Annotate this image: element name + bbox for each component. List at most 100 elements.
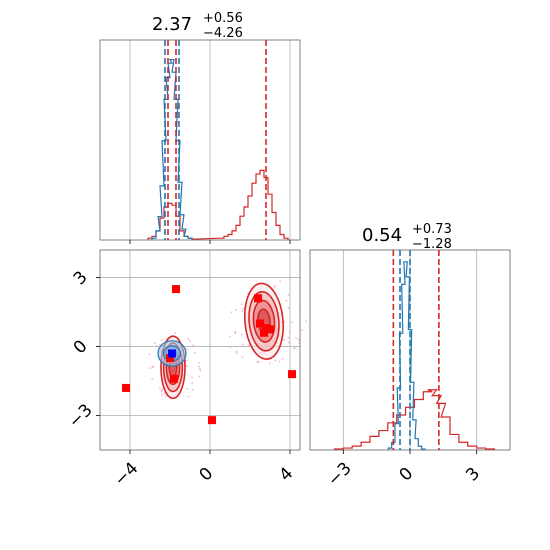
contour-sample-point — [149, 367, 152, 370]
contour-sample-point — [256, 361, 259, 363]
contour-sample-point — [230, 311, 233, 314]
hist-2-panel — [309, 249, 511, 454]
contour-sample-point — [160, 390, 163, 393]
hist-2-xtick-label-2: 3 — [462, 464, 484, 486]
contour-sample-point — [189, 340, 192, 343]
contour-sample-point — [235, 350, 238, 353]
contour-sample-point — [163, 392, 166, 395]
contour-sample-point — [229, 346, 232, 349]
hist-2-xtick-label-0: −3 — [324, 459, 356, 491]
contour-panel — [96, 249, 307, 454]
contour-sample-point — [164, 395, 167, 397]
contour-sample-point — [159, 343, 161, 346]
contour-red-marker-7 — [170, 374, 178, 383]
contour-sample-point — [191, 376, 193, 379]
contour-sample-point — [159, 387, 161, 390]
contour-sample-point — [278, 360, 281, 363]
contour-sample-point — [242, 343, 245, 346]
contour-red-marker-5 — [260, 328, 268, 337]
hist1-series-0 — [147, 169, 289, 240]
contour-sample-point — [293, 347, 296, 350]
hist2-series-1 — [387, 261, 426, 450]
contour-sample-point — [198, 361, 200, 364]
contour-red-marker-6 — [122, 383, 130, 392]
contour-sample-point — [235, 352, 238, 354]
contour-sample-point — [287, 336, 290, 339]
contour-sample-point — [291, 321, 294, 324]
contour-sample-point — [241, 310, 244, 312]
contour-red-marker-8 — [288, 370, 296, 379]
contour-sample-point — [185, 365, 188, 367]
contour-sample-point — [153, 342, 156, 345]
contour-sample-point — [186, 387, 189, 390]
contour-blue-marker-0 — [168, 349, 176, 358]
contour-red-marker-9 — [208, 416, 216, 425]
contour-sample-point — [191, 388, 194, 391]
contour-sample-point — [273, 286, 276, 288]
hist-1-title-median: 2.37 — [152, 14, 192, 35]
contour-sample-point — [283, 320, 286, 323]
contour-sample-point — [174, 332, 177, 335]
contour-sample-point — [274, 359, 277, 362]
contour-sample-point — [191, 345, 194, 348]
contour-sample-point — [151, 378, 154, 380]
contour-sample-point — [242, 307, 244, 310]
hist2-series-0 — [333, 389, 496, 450]
contour-sample-point — [187, 338, 190, 341]
contour-red-marker-10 — [166, 354, 174, 363]
hist1-series-1 — [151, 58, 193, 240]
contour-sample-point — [198, 375, 201, 378]
contour-sample-point — [240, 303, 243, 306]
contour-sample-point — [198, 365, 201, 368]
contour-sample-point — [301, 329, 303, 332]
contour-red-marker-2 — [256, 319, 264, 328]
contour-sample-point — [152, 365, 155, 368]
contour-sample-point — [288, 330, 291, 333]
hist-2-title-plus: +0.73 — [412, 222, 452, 237]
contour-xtick-label-0: −4 — [111, 459, 143, 491]
contour-ytick-label-2: −3 — [65, 400, 97, 432]
contour-sample-point — [281, 357, 284, 360]
hist-1-title-minus: −4.26 — [203, 26, 243, 41]
contour-sample-point — [283, 338, 286, 341]
contour-sample-point — [234, 330, 237, 333]
hist1-frame — [99, 39, 301, 241]
hist-2-title: 0.54 +0.73 −1.28 — [362, 222, 452, 252]
contour-sample-point — [279, 280, 282, 283]
contour-red-marker-0 — [172, 285, 180, 294]
contour-sample-point — [295, 337, 298, 339]
hist-2-title-median: 0.54 — [362, 225, 402, 246]
contour-xtick-label-2: 4 — [276, 464, 298, 486]
contour-sample-point — [305, 320, 307, 323]
contour-sample-point — [287, 341, 290, 344]
contour-xtick-label-1: 0 — [196, 464, 218, 486]
contour-sample-point — [161, 389, 163, 392]
contour-sample-point — [193, 352, 196, 354]
contour-sample-point — [155, 345, 158, 347]
contour-sample-point — [160, 394, 163, 397]
contour-sample-point — [199, 367, 201, 370]
hist-2-xtick-label-1: 0 — [396, 464, 418, 486]
contour-sample-point — [148, 353, 151, 356]
hist-1-title: 2.37 +0.56 −4.26 — [152, 11, 243, 41]
contour-sample-point — [160, 339, 163, 341]
contour-sample-point — [192, 344, 195, 347]
contour-sample-point — [287, 293, 290, 296]
contour-red-marker-4 — [266, 325, 274, 334]
contour-sample-point — [257, 361, 260, 363]
hist-1-panel — [99, 39, 301, 244]
contour-sample-point — [241, 356, 244, 359]
hist-1-title-plus: +0.56 — [203, 11, 243, 26]
contour-sample-point — [268, 362, 271, 365]
contour-sample-point — [240, 333, 243, 336]
contour-sample-point — [285, 299, 288, 302]
contour-sample-point — [199, 369, 202, 372]
contour-sample-point — [229, 335, 232, 338]
contour-frame — [99, 249, 301, 451]
contour-sample-point — [297, 338, 300, 341]
contour-sample-point — [187, 395, 190, 398]
contour-red-marker-1 — [254, 294, 262, 303]
contour-sample-point — [234, 308, 237, 311]
